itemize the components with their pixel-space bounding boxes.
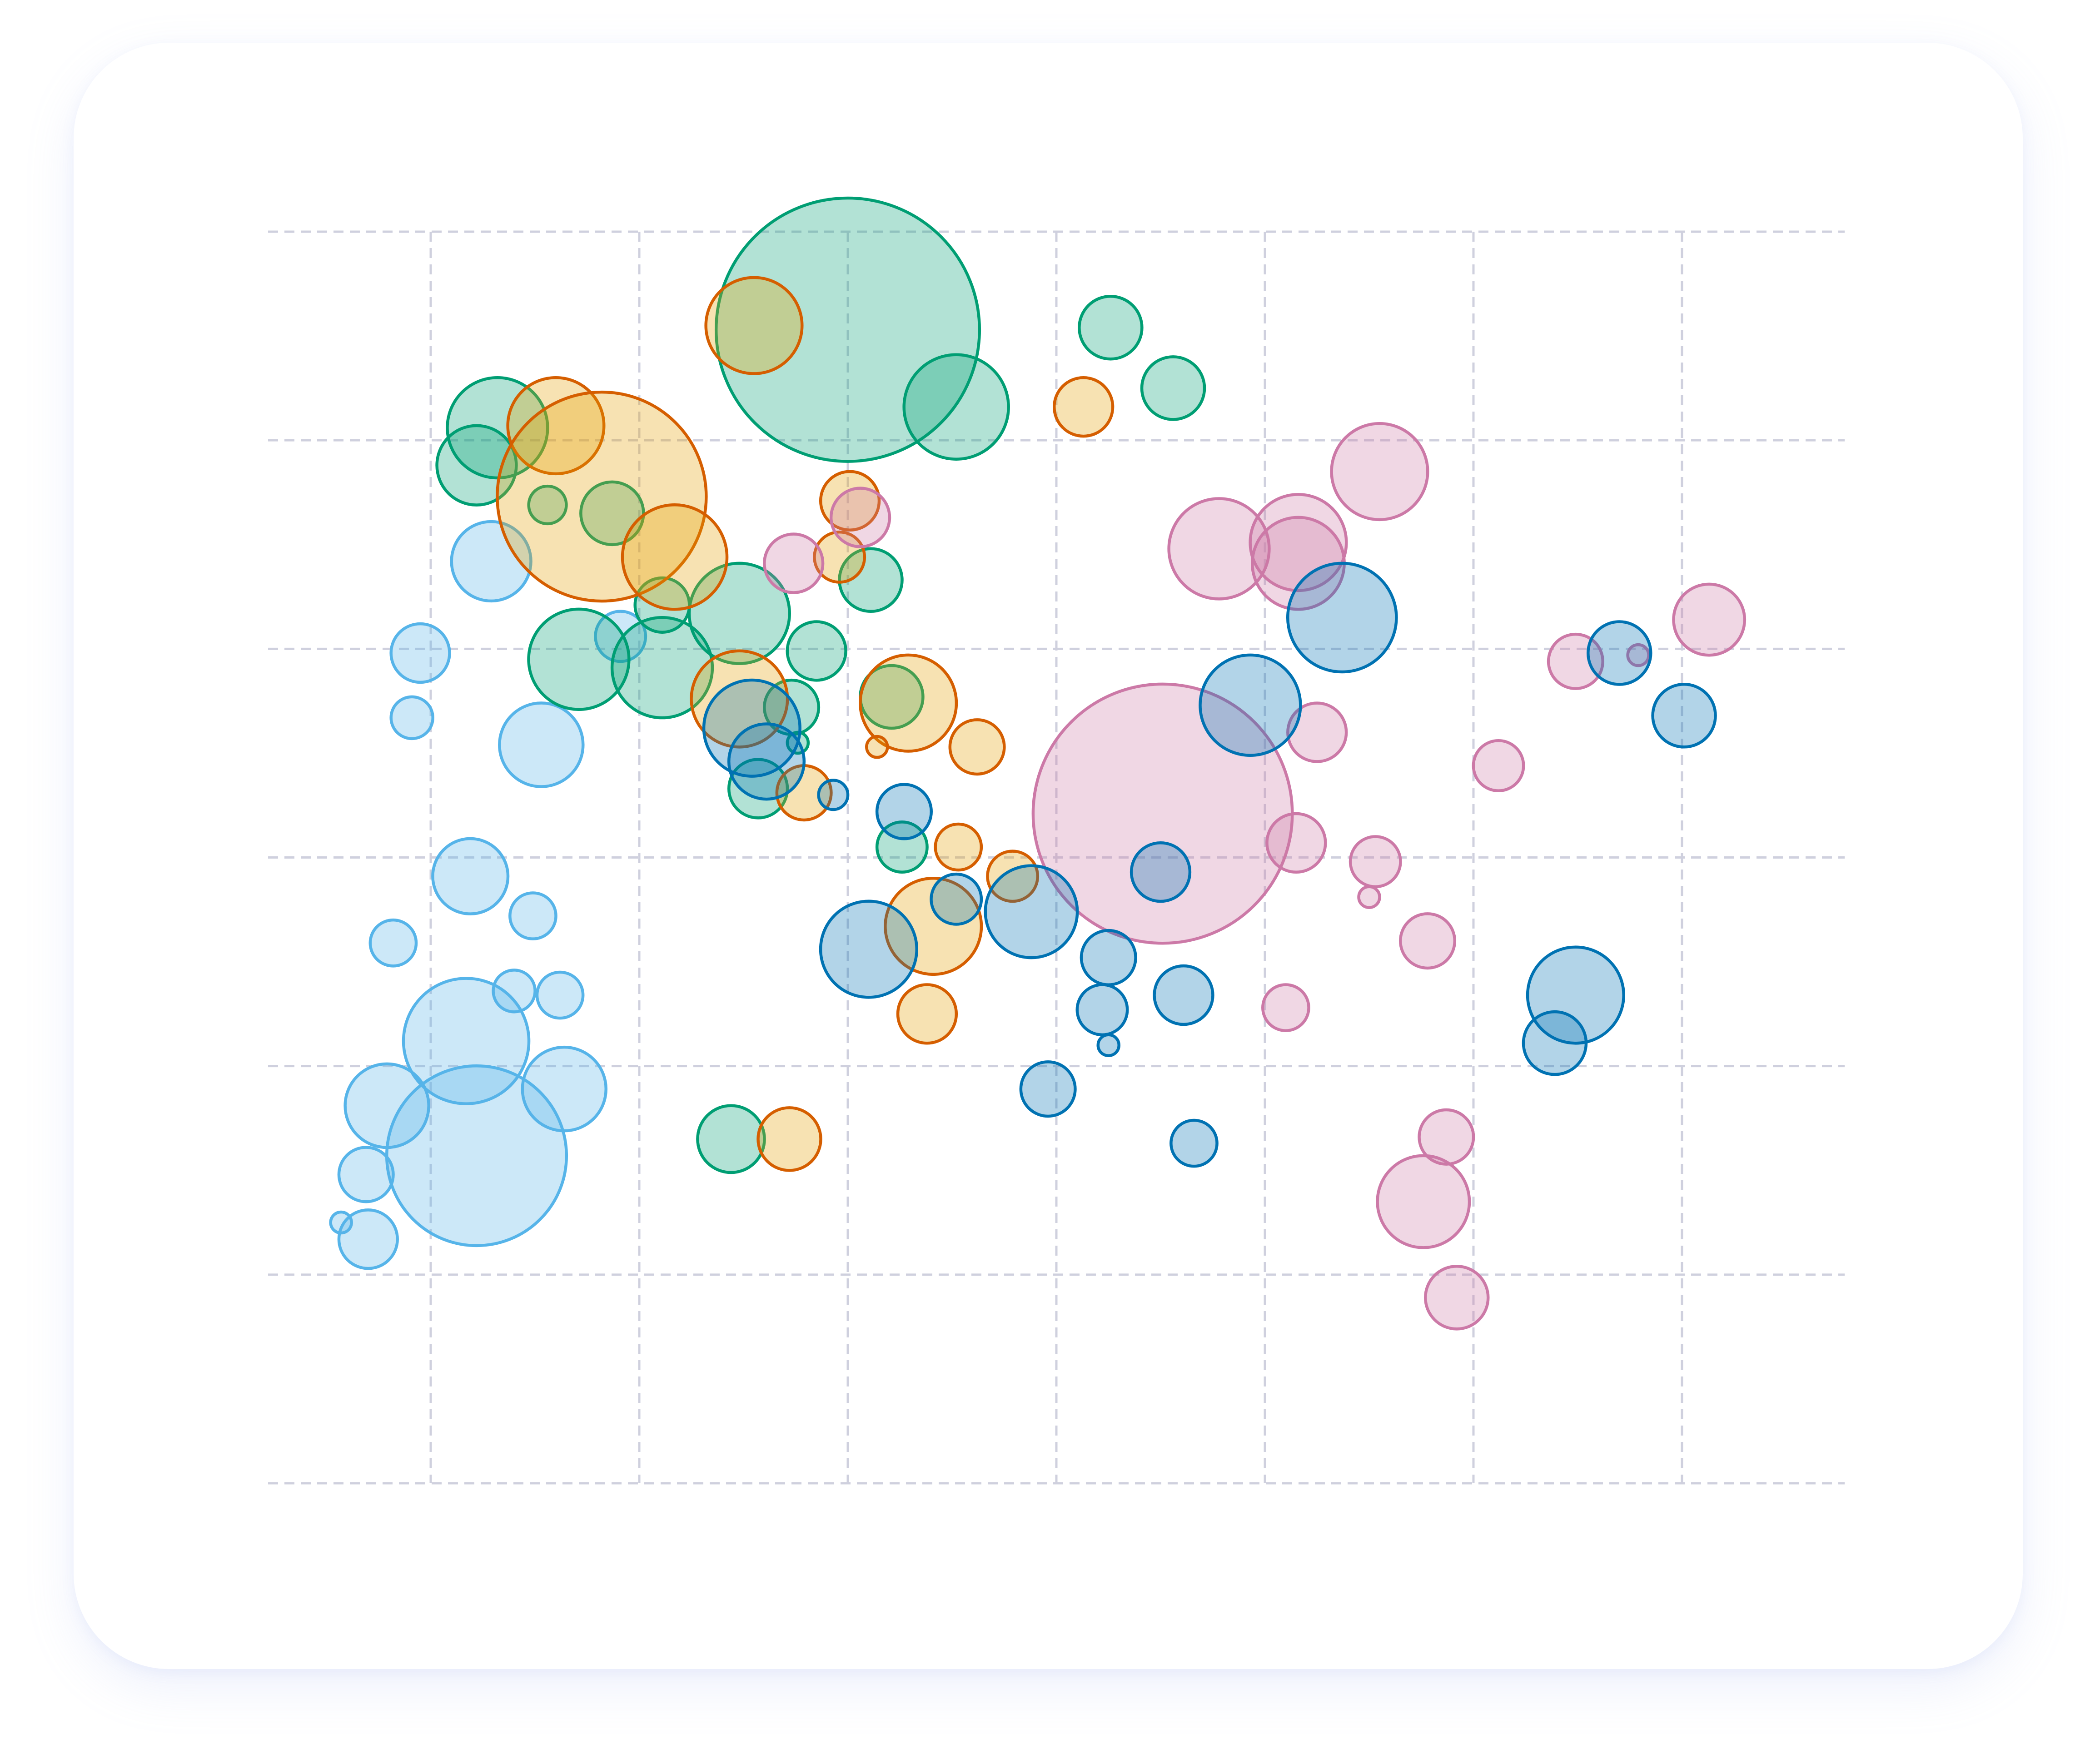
bubble-point[interactable] <box>527 607 631 711</box>
bubble-point[interactable] <box>1472 739 1525 792</box>
bubble-point[interactable] <box>579 480 645 547</box>
bubble-point[interactable] <box>714 196 981 463</box>
bubble-point[interactable] <box>1140 355 1206 421</box>
plot-area <box>329 196 1747 1331</box>
bubble-point[interactable] <box>838 547 904 613</box>
bubble-point[interactable] <box>1398 912 1457 970</box>
bubble-point[interactable] <box>1130 841 1192 903</box>
bubble-point[interactable] <box>1418 1108 1475 1166</box>
bubble-point[interactable] <box>1587 620 1652 686</box>
bubble-point[interactable] <box>875 783 933 840</box>
bubble-point[interactable] <box>884 876 983 976</box>
bubble-point[interactable] <box>859 653 958 753</box>
series-0 <box>329 520 647 1270</box>
series-4 <box>702 561 1717 1168</box>
bubble-point[interactable] <box>594 610 647 663</box>
bubble-point[interactable] <box>450 520 532 603</box>
bubble-point[interactable] <box>329 1210 353 1235</box>
bubble-point[interactable] <box>498 701 585 788</box>
bubble-point[interactable] <box>1526 945 1625 1045</box>
bubble-point[interactable] <box>621 503 729 611</box>
bubble-point[interactable] <box>1424 1265 1490 1331</box>
bubble-point[interactable] <box>819 470 881 532</box>
bubble-point[interactable] <box>506 376 606 476</box>
bubble-point[interactable] <box>930 872 983 926</box>
series-3 <box>763 422 1747 1331</box>
bubble-point[interactable] <box>337 1146 395 1203</box>
bubble-point[interactable] <box>1672 582 1747 657</box>
bubble-point[interactable] <box>610 616 714 720</box>
chart-card <box>74 43 2023 1669</box>
bubble-point[interactable] <box>1286 701 1348 763</box>
bubble-point[interactable] <box>756 1106 822 1172</box>
bubble-point[interactable] <box>1357 885 1381 909</box>
bubble-point[interactable] <box>1096 1033 1120 1057</box>
series-1 <box>435 196 1206 1174</box>
bubble-point[interactable] <box>496 390 708 603</box>
bubble-point[interactable] <box>1153 964 1214 1026</box>
bubble-point[interactable] <box>1261 983 1310 1032</box>
bubble-point[interactable] <box>1626 643 1650 667</box>
bubble-point[interactable] <box>1522 1010 1588 1076</box>
bubble-point[interactable] <box>1199 653 1302 757</box>
bubble-point[interactable] <box>1265 812 1327 874</box>
bubble-point[interactable] <box>508 891 557 940</box>
bubble-point[interactable] <box>402 977 531 1105</box>
bubble-point[interactable] <box>786 620 847 682</box>
bubble-point[interactable] <box>696 1104 766 1174</box>
bubble-point[interactable] <box>865 735 889 759</box>
bubble-point[interactable] <box>896 983 958 1045</box>
bubble-point[interactable] <box>492 969 537 1014</box>
bubble-point[interactable] <box>727 722 806 801</box>
bubble-point[interactable] <box>1167 497 1271 601</box>
bubble-point[interactable] <box>934 822 983 872</box>
bubble-point[interactable] <box>337 1208 399 1270</box>
bubble-point[interactable] <box>763 532 825 594</box>
bubble-point[interactable] <box>984 864 1079 959</box>
bubble-point[interactable] <box>535 970 585 1020</box>
bubble-point[interactable] <box>704 276 804 375</box>
bubble-point[interactable] <box>1169 1118 1219 1168</box>
bubble-point[interactable] <box>902 353 1010 461</box>
bubble-point[interactable] <box>1330 422 1429 522</box>
bubble-point[interactable] <box>817 779 850 811</box>
bubble-point[interactable] <box>1286 561 1398 674</box>
bubble-point[interactable] <box>1080 929 1137 986</box>
bubble-point[interactable] <box>527 484 568 526</box>
bubble-point[interactable] <box>948 718 1006 776</box>
bubble-point[interactable] <box>1349 835 1402 889</box>
bubble-point[interactable] <box>389 622 451 684</box>
bubble-point[interactable] <box>1053 376 1115 438</box>
bubble-point[interactable] <box>986 850 1040 903</box>
bubble-point[interactable] <box>368 918 418 968</box>
bubble-point[interactable] <box>819 899 918 999</box>
bubble-point[interactable] <box>1075 983 1129 1037</box>
bubble-point[interactable] <box>829 487 891 548</box>
bubble-point[interactable] <box>1376 1154 1471 1249</box>
bubble-point[interactable] <box>1019 1060 1077 1118</box>
bubble-point[interactable] <box>431 837 510 915</box>
bubble-point[interactable] <box>687 561 791 665</box>
bubble-point[interactable] <box>389 695 434 740</box>
bubble-point[interactable] <box>1078 294 1144 361</box>
series-2 <box>496 276 1115 1172</box>
bubble-point[interactable] <box>1651 683 1717 749</box>
bubble-point[interactable] <box>385 1064 568 1247</box>
